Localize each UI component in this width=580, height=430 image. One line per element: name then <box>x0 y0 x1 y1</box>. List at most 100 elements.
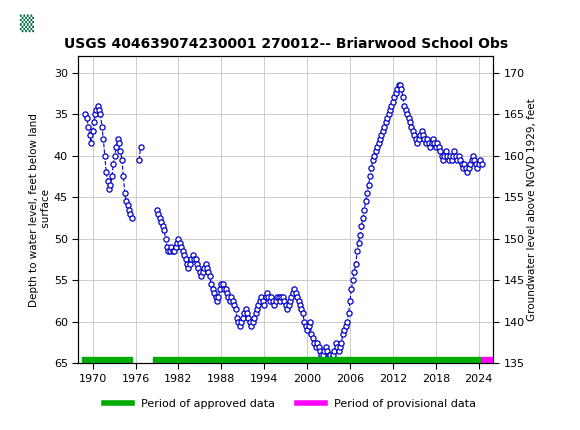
Bar <box>153 356 483 363</box>
Point <box>393 86 402 92</box>
Point <box>368 157 378 163</box>
Point <box>268 298 277 304</box>
Point <box>178 248 187 255</box>
Point <box>450 148 459 155</box>
Point <box>387 102 396 109</box>
Point <box>443 152 452 159</box>
Point <box>205 273 215 280</box>
Point <box>85 132 95 138</box>
Point <box>337 339 346 346</box>
Point <box>430 140 439 147</box>
Point <box>221 285 230 292</box>
Point <box>281 302 290 309</box>
Point <box>172 240 182 246</box>
Point <box>305 318 314 325</box>
Point <box>135 157 144 163</box>
Point <box>227 293 236 300</box>
Point <box>301 322 310 329</box>
Point <box>360 206 369 213</box>
Point <box>308 335 317 342</box>
Point <box>316 347 325 354</box>
Point <box>433 140 442 147</box>
Point <box>367 165 376 172</box>
Point <box>350 268 359 275</box>
Point <box>267 293 276 300</box>
Point <box>474 160 483 167</box>
Point <box>265 298 274 304</box>
Point <box>300 318 309 325</box>
Point <box>287 293 296 300</box>
Point <box>468 152 477 159</box>
Point <box>297 306 306 313</box>
Point <box>417 127 426 134</box>
Point <box>335 343 345 350</box>
Point <box>100 152 110 159</box>
Point <box>202 264 212 271</box>
Point <box>190 256 199 263</box>
Title: USGS 404639074230001 270012-- Briarwood School Obs: USGS 404639074230001 270012-- Briarwood … <box>64 37 508 51</box>
Point <box>237 318 246 325</box>
Point <box>224 293 233 300</box>
Point <box>127 215 136 221</box>
Point <box>400 102 409 109</box>
Point <box>155 215 165 221</box>
Point <box>313 339 322 346</box>
Point <box>320 347 329 354</box>
Point <box>477 160 486 167</box>
Point <box>194 264 203 271</box>
Point <box>464 165 473 172</box>
Point <box>325 352 335 359</box>
Point <box>154 210 163 217</box>
Point <box>91 111 100 117</box>
Point <box>225 298 234 304</box>
Point <box>182 260 191 267</box>
Point <box>358 215 368 221</box>
Point <box>158 223 167 230</box>
Point <box>375 135 385 142</box>
Point <box>353 248 362 255</box>
Point <box>110 152 119 159</box>
Point <box>423 135 432 142</box>
Point <box>428 135 437 142</box>
Point <box>341 322 350 329</box>
Point <box>103 177 113 184</box>
Point <box>157 218 166 225</box>
Point <box>317 352 326 359</box>
Point <box>86 140 96 147</box>
Point <box>380 123 389 130</box>
Point <box>390 94 399 101</box>
Point <box>277 293 286 300</box>
Point <box>108 160 118 167</box>
Point <box>235 322 245 329</box>
Point <box>310 339 319 346</box>
Point <box>165 248 175 255</box>
Point <box>288 289 298 296</box>
Point <box>394 82 403 89</box>
Point <box>381 119 390 126</box>
Point <box>201 260 210 267</box>
Point <box>160 227 169 234</box>
Point <box>241 306 250 313</box>
Point <box>99 135 108 142</box>
Point <box>345 298 354 304</box>
Point <box>181 256 190 263</box>
Point <box>414 135 423 142</box>
Point <box>466 160 475 167</box>
Point <box>200 264 209 271</box>
Point <box>92 107 101 114</box>
Point <box>451 152 461 159</box>
Point <box>304 322 313 329</box>
Point <box>467 157 476 163</box>
Point <box>153 206 162 213</box>
Point <box>398 94 408 101</box>
Point <box>362 190 372 197</box>
Point <box>470 157 479 163</box>
Point <box>168 248 177 255</box>
Point <box>177 243 186 250</box>
Point <box>473 165 482 172</box>
Point <box>208 285 218 292</box>
Point <box>454 152 463 159</box>
Point <box>106 181 115 188</box>
Point <box>331 339 340 346</box>
Point <box>84 123 93 130</box>
